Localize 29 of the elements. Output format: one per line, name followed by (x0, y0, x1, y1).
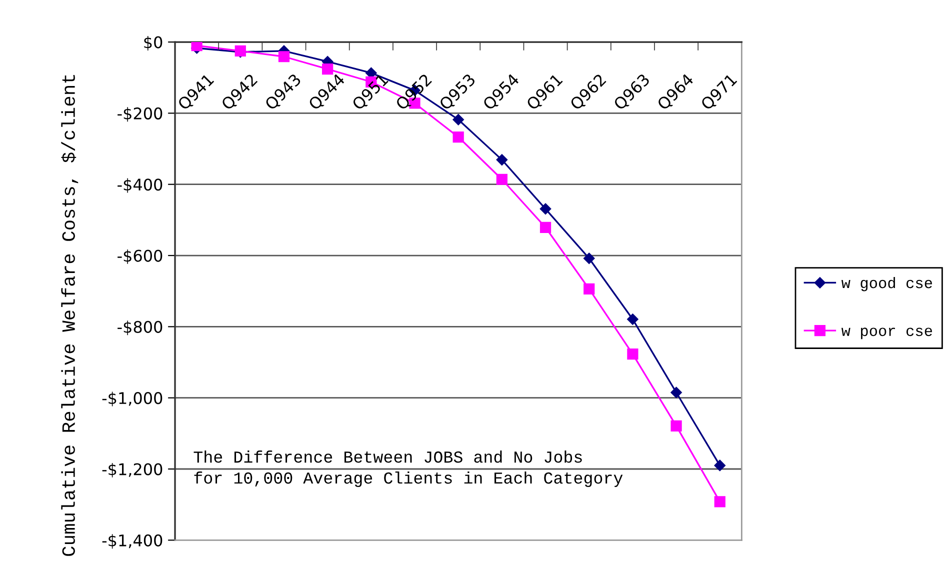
point (627, 314, 638, 325)
y-axis-title: Cumulative Relative Welfare Costs, $/client (61, 75, 78, 556)
y-tick-label: -$1,000 (102, 392, 162, 406)
point (540, 222, 552, 233)
point (191, 42, 202, 52)
legend-label: w poor cse (841, 328, 932, 340)
y-tick-label: -$1,400 (102, 534, 162, 549)
y-tick-label: -$400 (118, 178, 162, 193)
point (670, 386, 682, 398)
point (714, 496, 726, 508)
point (278, 51, 290, 62)
point (496, 154, 508, 166)
point (452, 114, 464, 126)
point (670, 420, 682, 432)
point (452, 131, 464, 143)
point (714, 460, 726, 472)
y-tick-label: -$800 (118, 320, 162, 336)
annotation: The Difference Between JOBS and No Jobs for 10,000 Average Clients in Each Category (194, 450, 623, 488)
point (322, 64, 334, 75)
y-tick-label: -$200 (118, 107, 162, 122)
y-tick-label: $0 (144, 36, 162, 50)
y-tick-label: -$1,200 (102, 462, 162, 478)
legend-label: w good cse (841, 276, 932, 292)
y-tick-label: -$600 (118, 249, 162, 264)
point (584, 283, 595, 295)
point (583, 252, 595, 264)
point (540, 203, 552, 215)
point (496, 174, 508, 185)
point (627, 348, 638, 360)
